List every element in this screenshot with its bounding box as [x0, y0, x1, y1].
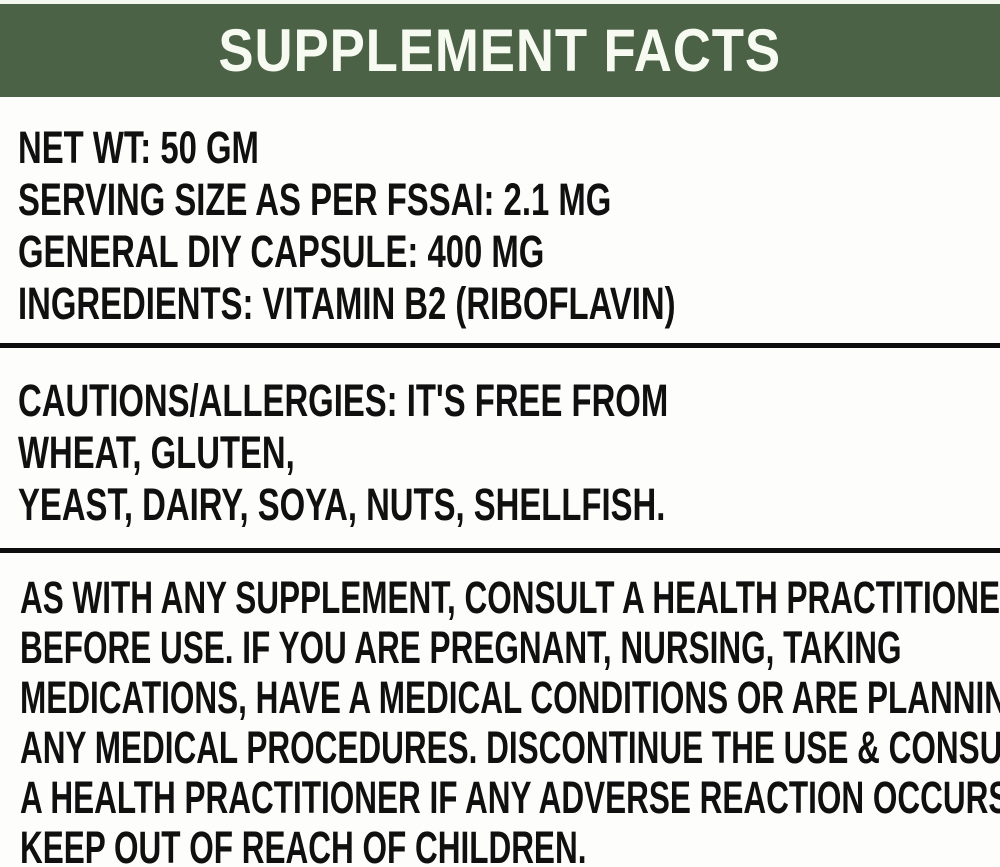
cautions-line-3: YEAST, DAIRY, SOYA, NUTS, SHELLFISH. [18, 479, 666, 530]
top-strip [0, 0, 1000, 4]
disclaimer-line-5: A HEALTH PRACTITIONER IF ANY ADVERSE REA… [20, 772, 1000, 823]
cautions-section: CAUTIONS/ALLERGIES: IT'S FREE FROM WHEAT… [0, 348, 1000, 548]
cautions-line-1: CAUTIONS/ALLERGIES: IT'S FREE FROM [18, 375, 669, 426]
capsule-line: GENERAL DIY CAPSULE: 400 MG [18, 226, 545, 277]
disclaimer-section: AS WITH ANY SUPPLEMENT, CONSULT A HEALTH… [0, 553, 1000, 867]
disclaimer-line-3: MEDICATIONS, HAVE A MEDICAL CONDITIONS O… [20, 672, 1000, 723]
disclaimer-line-1: AS WITH ANY SUPPLEMENT, CONSULT A HEALTH… [20, 572, 1000, 623]
cautions-line-2: WHEAT, GLUTEN, [18, 427, 295, 478]
ingredients-line: INGREDIENTS: VITAMIN B2 (RIBOFLAVIN) [18, 278, 676, 329]
serving-size-line: SERVING SIZE AS PER FSSAI: 2.1 MG [18, 174, 612, 225]
disclaimer-line-6: KEEP OUT OF REACH OF CHILDREN. [20, 822, 587, 867]
divider-top [0, 343, 1000, 348]
header-bar: SUPPLEMENT FACTS [0, 4, 1000, 97]
page-title: SUPPLEMENT FACTS [218, 17, 782, 84]
divider-bottom [0, 548, 1000, 553]
disclaimer-line-2: BEFORE USE. IF YOU ARE PREGNANT, NURSING… [20, 622, 902, 673]
disclaimer-line-4: ANY MEDICAL PROCEDURES. DISCONTINUE THE … [20, 722, 1000, 773]
net-weight-line: NET WT: 50 GM [18, 122, 259, 173]
info-section: NET WT: 50 GM SERVING SIZE AS PER FSSAI:… [0, 97, 1000, 343]
